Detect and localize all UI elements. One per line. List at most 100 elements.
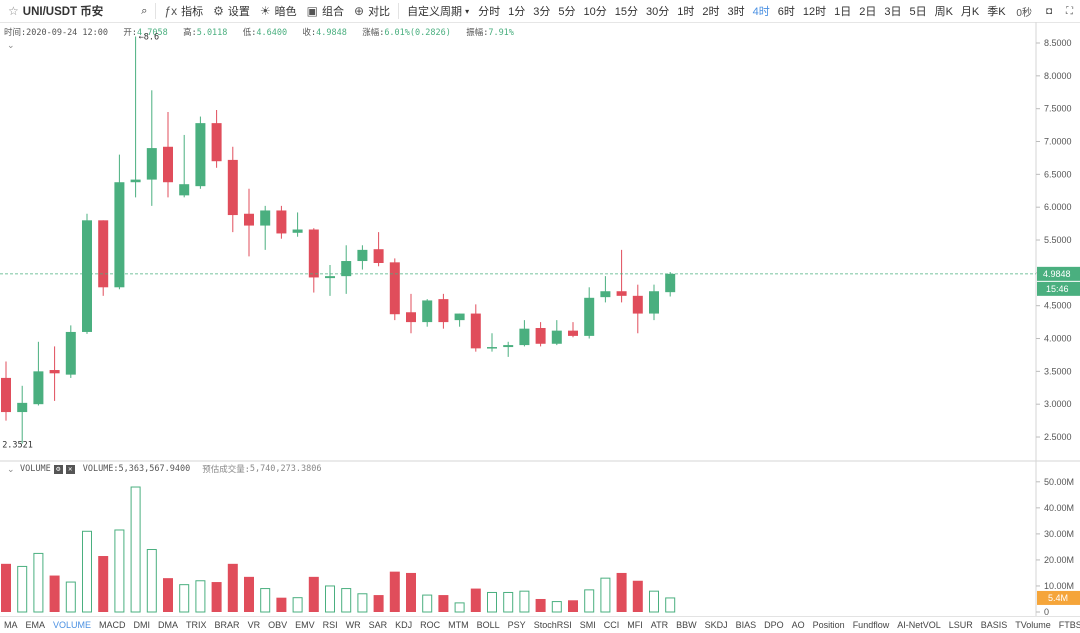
indicator-sar[interactable]: SAR (368, 620, 388, 630)
price-tick-label: 2.5000 (1044, 432, 1072, 442)
indicator-trix[interactable]: TRIX (186, 620, 207, 630)
volume-bar (357, 593, 368, 613)
volume-bar (244, 576, 254, 612)
interval-12[interactable]: 12时 (802, 6, 827, 18)
change-label: 涨幅: (362, 28, 385, 38)
indicator-psy[interactable]: PSY (507, 620, 526, 630)
indicator-fundflow[interactable]: Fundflow (852, 620, 890, 630)
indicator-tvolume[interactable]: TVolume (1015, 620, 1051, 630)
camera-icon[interactable]: ◘ (1045, 5, 1052, 17)
interval-4[interactable]: 10分 (583, 6, 607, 18)
candle-body (65, 331, 76, 375)
volume-bar (195, 580, 206, 613)
indicator-roc[interactable]: ROC (420, 620, 441, 630)
indicator-ai-netvol[interactable]: AI-NetVOL (897, 620, 941, 630)
candle-body (260, 210, 271, 226)
indicator-macd[interactable]: MACD (99, 620, 126, 630)
indicator-volume[interactable]: VOLUME (53, 620, 92, 630)
candle-body (406, 312, 416, 323)
custom-period-dropdown[interactable]: 自定义周期 ▾ (402, 0, 474, 22)
candle-body (325, 276, 335, 279)
volume-bar (454, 602, 465, 613)
indicator-dmi[interactable]: DMI (133, 620, 151, 630)
settings-icon[interactable]: ⚙ (53, 464, 63, 474)
indicator-ema[interactable]: EMA (25, 620, 46, 630)
indicator-skdj[interactable]: SKDJ (704, 620, 728, 630)
indicator-emv[interactable]: EMV (295, 620, 315, 630)
layout-icon: ▣ (306, 4, 318, 18)
settings-label: 设置 (227, 6, 250, 18)
interval-19[interactable]: 季K (987, 6, 1006, 18)
interval-5[interactable]: 15分 (614, 6, 638, 18)
price-tick-label: 4.0000 (1044, 334, 1072, 344)
indicator-vr[interactable]: VR (247, 620, 261, 630)
close-icon[interactable]: ✕ (65, 464, 75, 474)
indicator-basis[interactable]: BASIS (980, 620, 1008, 630)
indicator-position[interactable]: Position (812, 620, 845, 630)
indicator-stochrsi[interactable]: StochRSI (533, 620, 572, 630)
volume-bar (49, 575, 60, 612)
indicator-obv[interactable]: OBV (268, 620, 288, 630)
indicator-ftbs[interactable]: FTBS (1058, 620, 1080, 630)
collapse-legend-icon[interactable]: ⌄ (7, 40, 15, 50)
candle-body (49, 370, 60, 374)
layout-button[interactable]: ▣ 组合 (302, 0, 349, 22)
close-value: 4.9848 (316, 28, 347, 38)
indicator-ma[interactable]: MA (4, 620, 18, 630)
interval-0[interactable]: 分时 (478, 6, 501, 18)
indicator-lsur[interactable]: LSUR (948, 620, 973, 630)
interval-15[interactable]: 3日 (884, 6, 902, 18)
indicator-atr[interactable]: ATR (650, 620, 669, 630)
volume-bar (114, 529, 125, 613)
interval-11[interactable]: 6时 (777, 6, 795, 18)
interval-3[interactable]: 5分 (558, 6, 576, 18)
interval-8[interactable]: 2时 (702, 6, 720, 18)
indicator-wr[interactable]: WR (345, 620, 361, 630)
indicator-boll[interactable]: BOLL (476, 620, 500, 630)
indicators-button[interactable]: ƒx 指标 (159, 0, 208, 22)
volume-collapse-icon[interactable]: ⌄ (7, 464, 15, 474)
interval-1[interactable]: 1分 (508, 6, 526, 18)
interval-6[interactable]: 30分 (645, 6, 670, 18)
indicator-mtm[interactable]: MTM (448, 620, 469, 630)
interval-7[interactable]: 1时 (677, 6, 695, 18)
candle-body (195, 123, 206, 187)
volume-bar (98, 556, 109, 612)
toolbar-right: 0秒 ◘ ⛶ (1009, 0, 1080, 22)
interval-2[interactable]: 3分 (533, 6, 551, 18)
indicator-dma[interactable]: DMA (158, 620, 179, 630)
chart-toolbar: ☆ UNI/USDT 币安 ⌕ ƒx 指标 ⚙ 设置 ☀ 暗色 ▣ 组合 ⊕ 对… (0, 0, 1080, 23)
volume-bar (438, 595, 449, 612)
candle-body (438, 299, 449, 323)
indicator-ao[interactable]: AO (791, 620, 805, 630)
symbol-selector[interactable]: ☆ UNI/USDT 币安 (0, 0, 108, 22)
open-label: 开: (123, 28, 137, 38)
indicator-rsi[interactable]: RSI (322, 620, 338, 630)
interval-17[interactable]: 周K (934, 6, 953, 18)
indicator-kdj[interactable]: KDJ (395, 620, 413, 630)
volume-bar (82, 530, 92, 613)
indicator-bbw[interactable]: BBW (676, 620, 697, 630)
star-icon[interactable]: ☆ (8, 4, 19, 18)
interval-13[interactable]: 1日 (834, 6, 852, 18)
theme-button[interactable]: ☀ 暗色 (255, 0, 302, 22)
indicator-cci[interactable]: CCI (603, 620, 620, 630)
fullscreen-icon[interactable]: ⛶ (1066, 5, 1073, 17)
interval-16[interactable]: 5日 (909, 6, 927, 18)
indicator-dpo[interactable]: DPO (764, 620, 784, 630)
volume-bar (1, 563, 11, 612)
interval-18[interactable]: 月K (960, 6, 980, 18)
indicator-mfi[interactable]: MFI (627, 620, 643, 630)
interval-14[interactable]: 2日 (859, 6, 877, 18)
price-tick-label: 3.5000 (1044, 366, 1072, 376)
indicator-smi[interactable]: SMI (579, 620, 596, 630)
compare-button[interactable]: ⊕ 对比 (349, 0, 395, 22)
interval-10[interactable]: 4时 (752, 6, 770, 18)
interval-9[interactable]: 3时 (727, 6, 745, 18)
indicator-brar[interactable]: BRAR (214, 620, 240, 630)
indicator-bias[interactable]: BIAS (735, 620, 757, 630)
search-button[interactable]: ⌕ (136, 0, 152, 22)
volume-bar (179, 584, 190, 613)
settings-button[interactable]: ⚙ 设置 (208, 0, 255, 22)
